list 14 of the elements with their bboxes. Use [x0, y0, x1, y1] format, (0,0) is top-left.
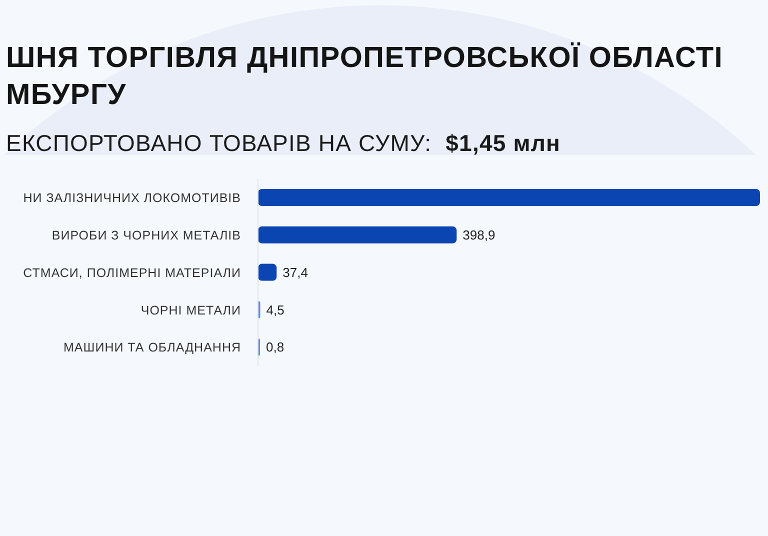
- y-tick-label: МАШИНИ ТА ОБЛАДНАННЯ: [64, 340, 241, 355]
- chart-title: ШНЯ ТОРГІВЛЯ ДНІПРОПЕТРОВСЬКОЇ ОБЛАСТІ МБУРГУ: [6, 41, 724, 113]
- data-label: 4,5: [266, 302, 284, 318]
- y-tick-label: СТМАСИ, ПОЛІМЕРНІ МАТЕРІАЛИ: [23, 266, 241, 280]
- data-label: 398,9: [462, 227, 496, 242]
- y-tick-label: НИ ЗАЛІЗНИЧНИХ ЛОКОМОТИВІВ: [23, 191, 241, 206]
- data-label: 0,8: [266, 340, 284, 355]
- y-tick-label: ВИРОБИ З ЧОРНИХ МЕТАЛІВ: [52, 228, 241, 242]
- bar: [258, 226, 457, 244]
- bar: [258, 189, 760, 206]
- y-tick-label: ЧОРНІ МЕТАЛИ: [140, 303, 241, 318]
- data-label: 37,4: [282, 264, 308, 280]
- bar: [258, 264, 277, 281]
- chart-subtitle: ЕКСПОРТОВАНО ТОВАРІВ НА СУМУ: $1,45 млн: [6, 130, 561, 156]
